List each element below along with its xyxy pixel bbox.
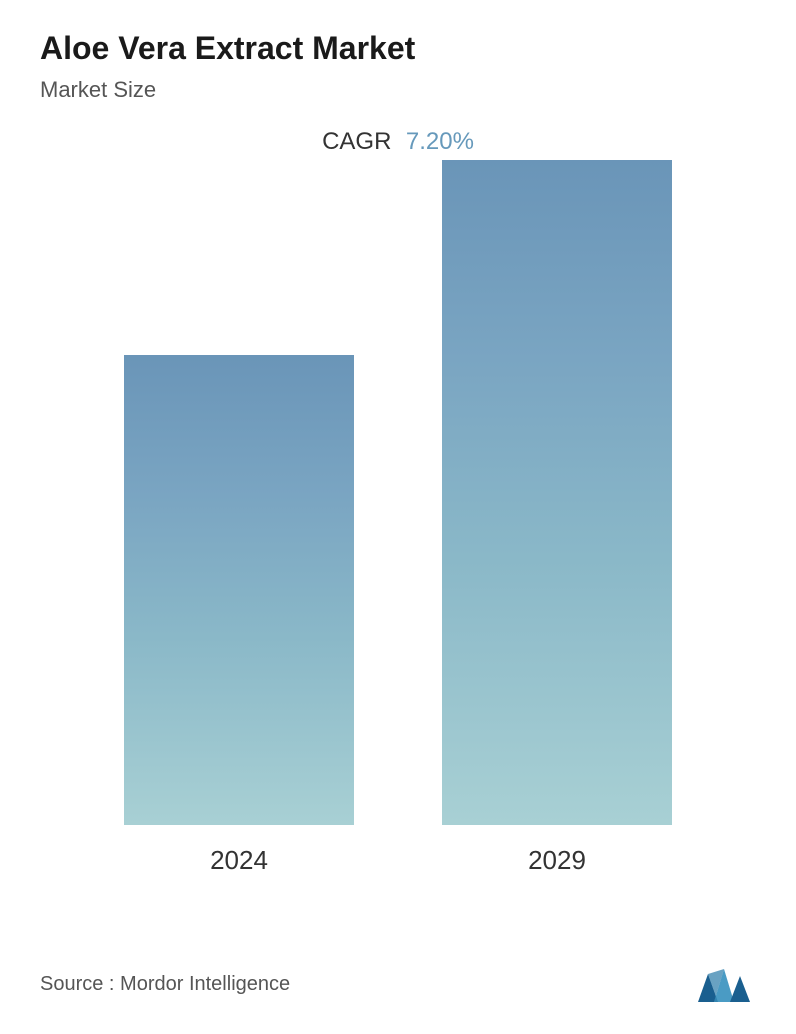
footer: Source : Mordor Intelligence	[40, 964, 756, 1004]
cagr-value: 7.20%	[406, 128, 474, 156]
bar-chart: 2024 2029	[40, 196, 756, 876]
chart-subtitle: Market Size	[40, 77, 756, 103]
cagr-label: CAGR	[322, 128, 391, 156]
mordor-logo	[696, 964, 756, 1004]
bar-group-1: 2029	[398, 160, 716, 876]
bar-group-0: 2024	[80, 355, 398, 876]
bar-label-1: 2029	[528, 845, 586, 876]
bar-label-0: 2024	[210, 845, 268, 876]
bar-0	[124, 355, 354, 825]
source-text: Source : Mordor Intelligence	[40, 973, 290, 996]
chart-title: Aloe Vera Extract Market	[40, 30, 756, 67]
bar-1	[442, 160, 672, 825]
cagr-container: CAGR 7.20%	[40, 128, 756, 156]
